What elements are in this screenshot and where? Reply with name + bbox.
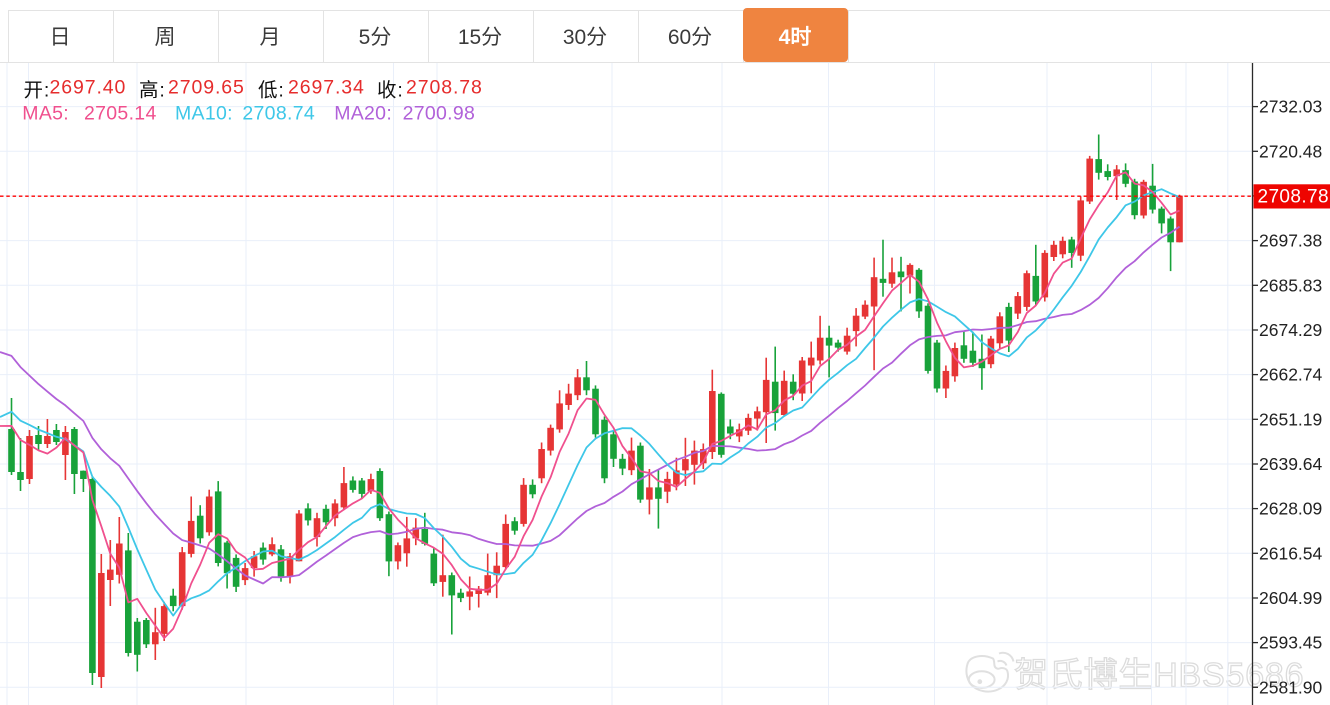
svg-text:2628.09: 2628.09 [1259, 499, 1322, 519]
svg-text:2732.03: 2732.03 [1259, 97, 1322, 117]
svg-text:2581.90: 2581.90 [1259, 677, 1323, 697]
svg-text:2616.54: 2616.54 [1259, 543, 1323, 563]
svg-text:2604.99: 2604.99 [1259, 588, 1322, 608]
svg-text:2593.45: 2593.45 [1259, 633, 1322, 653]
svg-text:2720.48: 2720.48 [1259, 141, 1322, 161]
svg-text:2685.83: 2685.83 [1259, 275, 1322, 295]
svg-text:2651.19: 2651.19 [1259, 409, 1322, 429]
svg-text:2697.38: 2697.38 [1259, 231, 1322, 251]
svg-text:2674.29: 2674.29 [1259, 320, 1322, 340]
svg-text:2708.78: 2708.78 [1258, 186, 1329, 207]
svg-text:2639.64: 2639.64 [1259, 454, 1323, 474]
svg-text:2662.74: 2662.74 [1259, 365, 1323, 385]
